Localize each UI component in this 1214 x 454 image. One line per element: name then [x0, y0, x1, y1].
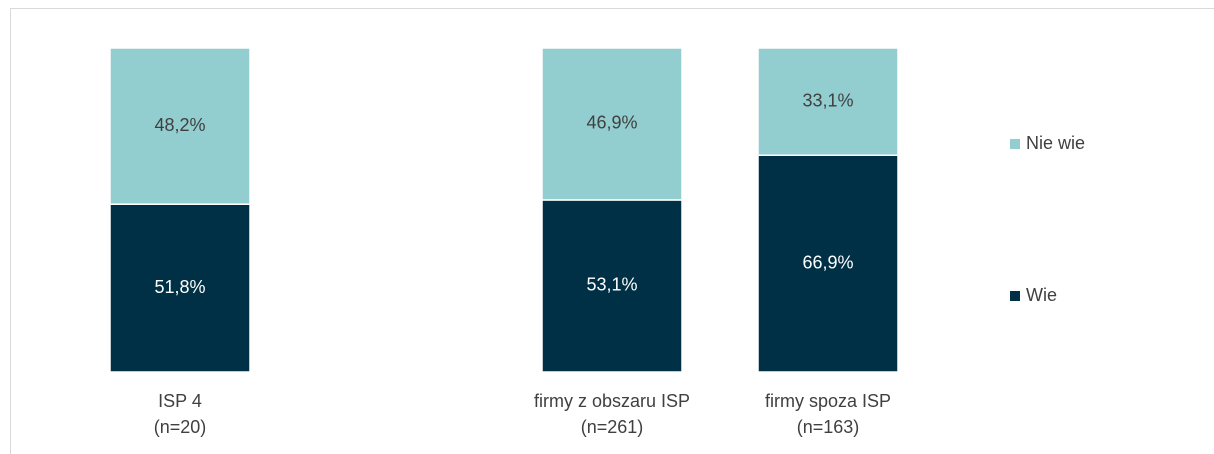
- legend-label: Wie: [1026, 285, 1057, 305]
- data-label: 33,1%: [802, 90, 853, 110]
- data-label: 51,8%: [154, 277, 205, 297]
- x-tick-label: ISP 4 (n=20): [153, 391, 207, 437]
- legend-swatch: [1010, 139, 1020, 149]
- data-label: 66,9%: [802, 252, 853, 272]
- chart-frame: [10, 8, 1214, 454]
- data-label: 48,2%: [154, 115, 205, 135]
- data-label: 53,1%: [586, 275, 637, 295]
- x-tick-label: firmy z obszaru ISP (n=261): [533, 391, 691, 437]
- bar-segment: [757, 154, 899, 373]
- x-tick-label: firmy spoza ISP (n=163): [764, 391, 892, 437]
- bar-segment: [109, 203, 251, 373]
- legend-swatch: [1010, 291, 1020, 301]
- bar-segment: [757, 47, 899, 156]
- data-label: 46,9%: [586, 113, 637, 133]
- bar-segment: [109, 47, 251, 205]
- bar-segment: [541, 47, 683, 201]
- legend-label: Nie wie: [1026, 133, 1085, 153]
